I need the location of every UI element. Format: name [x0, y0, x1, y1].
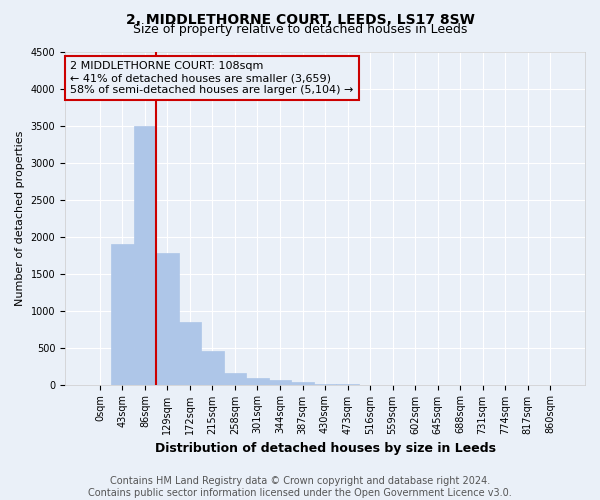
Bar: [269, 380, 291, 384]
Bar: [201, 352, 224, 384]
Text: 2 MIDDLETHORNE COURT: 108sqm
← 41% of detached houses are smaller (3,659)
58% of: 2 MIDDLETHORNE COURT: 108sqm ← 41% of de…: [70, 62, 353, 94]
Bar: [291, 382, 314, 384]
Bar: [134, 126, 156, 384]
Y-axis label: Number of detached properties: Number of detached properties: [15, 130, 25, 306]
Text: 2, MIDDLETHORNE COURT, LEEDS, LS17 8SW: 2, MIDDLETHORNE COURT, LEEDS, LS17 8SW: [125, 12, 475, 26]
Bar: [246, 378, 269, 384]
Text: Contains HM Land Registry data © Crown copyright and database right 2024.
Contai: Contains HM Land Registry data © Crown c…: [88, 476, 512, 498]
Bar: [111, 244, 134, 384]
Bar: [179, 322, 201, 384]
Text: Size of property relative to detached houses in Leeds: Size of property relative to detached ho…: [133, 22, 467, 36]
X-axis label: Distribution of detached houses by size in Leeds: Distribution of detached houses by size …: [155, 442, 496, 455]
Bar: [156, 253, 179, 384]
Bar: [224, 373, 246, 384]
